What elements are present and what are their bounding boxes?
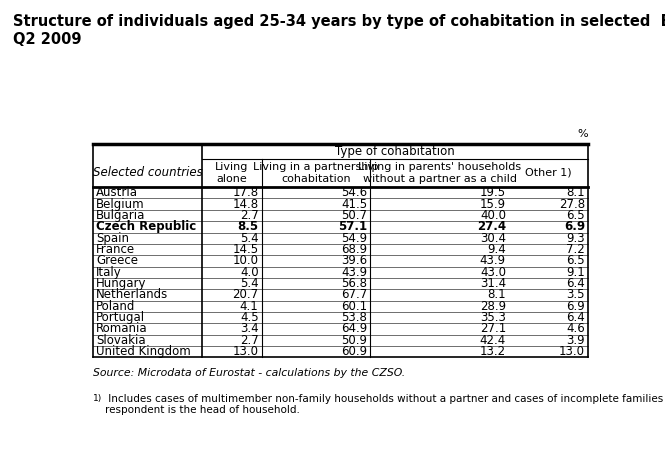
Text: 43.9: 43.9 xyxy=(341,266,367,279)
Text: Austria: Austria xyxy=(96,186,138,199)
Text: 8.5: 8.5 xyxy=(237,220,259,233)
Text: 54.6: 54.6 xyxy=(341,186,367,199)
Text: Greece: Greece xyxy=(96,254,138,267)
Text: Other 1): Other 1) xyxy=(525,168,572,178)
Text: 17.8: 17.8 xyxy=(233,186,259,199)
Text: 10.0: 10.0 xyxy=(233,254,259,267)
Text: 28.9: 28.9 xyxy=(480,300,506,313)
Text: 64.9: 64.9 xyxy=(341,323,367,335)
Text: 3.4: 3.4 xyxy=(240,323,259,335)
Text: 67.7: 67.7 xyxy=(341,289,367,301)
Text: 42.4: 42.4 xyxy=(479,334,506,347)
Text: 5.4: 5.4 xyxy=(240,232,259,245)
Text: 8.1: 8.1 xyxy=(567,186,585,199)
Text: 3.9: 3.9 xyxy=(567,334,585,347)
Text: 57.1: 57.1 xyxy=(338,220,367,233)
Text: 4.6: 4.6 xyxy=(567,323,585,335)
Text: Bulgaria: Bulgaria xyxy=(96,209,146,222)
Text: 13.0: 13.0 xyxy=(233,345,259,358)
Text: 6.4: 6.4 xyxy=(567,277,585,290)
Text: Selected countries: Selected countries xyxy=(93,166,203,179)
Text: 54.9: 54.9 xyxy=(341,232,367,245)
Text: 14.8: 14.8 xyxy=(233,198,259,210)
Text: 4.0: 4.0 xyxy=(240,266,259,279)
Text: 30.4: 30.4 xyxy=(480,232,506,245)
Text: Living in a partnership
cohabitation: Living in a partnership cohabitation xyxy=(253,162,379,184)
Text: 7.2: 7.2 xyxy=(567,243,585,256)
Text: Source: Microdata of Eurostat - calculations by the CZSO.: Source: Microdata of Eurostat - calculat… xyxy=(93,368,406,378)
Text: 2.7: 2.7 xyxy=(240,209,259,222)
Text: 60.1: 60.1 xyxy=(341,300,367,313)
Text: 19.5: 19.5 xyxy=(480,186,506,199)
Text: 39.6: 39.6 xyxy=(341,254,367,267)
Text: Spain: Spain xyxy=(96,232,129,245)
Text: 9.3: 9.3 xyxy=(567,232,585,245)
Text: 27.4: 27.4 xyxy=(477,220,506,233)
Text: 9.1: 9.1 xyxy=(567,266,585,279)
Text: 31.4: 31.4 xyxy=(480,277,506,290)
Text: 43.9: 43.9 xyxy=(480,254,506,267)
Text: 60.9: 60.9 xyxy=(341,345,367,358)
Text: Includes cases of multimember non-family households without a partner and cases : Includes cases of multimember non-family… xyxy=(105,394,665,415)
Text: Romania: Romania xyxy=(96,323,148,335)
Text: 56.8: 56.8 xyxy=(341,277,367,290)
Text: Poland: Poland xyxy=(96,300,136,313)
Text: Type of cohabitation: Type of cohabitation xyxy=(335,145,455,158)
Text: 4.5: 4.5 xyxy=(240,311,259,324)
Text: Portugal: Portugal xyxy=(96,311,145,324)
Text: 27.8: 27.8 xyxy=(559,198,585,210)
Text: 4.1: 4.1 xyxy=(240,300,259,313)
Text: Italy: Italy xyxy=(96,266,122,279)
Text: %: % xyxy=(578,129,589,139)
Text: Slovakia: Slovakia xyxy=(96,334,146,347)
Text: 50.7: 50.7 xyxy=(341,209,367,222)
Text: 41.5: 41.5 xyxy=(341,198,367,210)
Text: 6.4: 6.4 xyxy=(567,311,585,324)
Text: Belgium: Belgium xyxy=(96,198,144,210)
Text: 6.9: 6.9 xyxy=(567,300,585,313)
Text: 50.9: 50.9 xyxy=(341,334,367,347)
Text: France: France xyxy=(96,243,135,256)
Text: 53.8: 53.8 xyxy=(342,311,367,324)
Text: 20.7: 20.7 xyxy=(233,289,259,301)
Text: 3.5: 3.5 xyxy=(567,289,585,301)
Text: 15.9: 15.9 xyxy=(480,198,506,210)
Text: Netherlands: Netherlands xyxy=(96,289,168,301)
Text: 6.5: 6.5 xyxy=(567,254,585,267)
Text: 13.0: 13.0 xyxy=(559,345,585,358)
Text: 6.5: 6.5 xyxy=(567,209,585,222)
Text: 9.4: 9.4 xyxy=(487,243,506,256)
Text: Czech Republic: Czech Republic xyxy=(96,220,196,233)
Text: 2.7: 2.7 xyxy=(240,334,259,347)
Text: 35.3: 35.3 xyxy=(480,311,506,324)
Text: Hungary: Hungary xyxy=(96,277,146,290)
Text: 27.1: 27.1 xyxy=(479,323,506,335)
Text: Structure of individuals aged 25-34 years by type of cohabitation in selected  E: Structure of individuals aged 25-34 year… xyxy=(13,14,665,46)
Text: 14.5: 14.5 xyxy=(233,243,259,256)
Text: 13.2: 13.2 xyxy=(480,345,506,358)
Text: Living in parents' households
without a partner as a child: Living in parents' households without a … xyxy=(358,162,521,184)
Text: 40.0: 40.0 xyxy=(480,209,506,222)
Text: 8.1: 8.1 xyxy=(487,289,506,301)
Text: United Kingdom: United Kingdom xyxy=(96,345,191,358)
Text: 68.9: 68.9 xyxy=(341,243,367,256)
Text: 5.4: 5.4 xyxy=(240,277,259,290)
Text: 1): 1) xyxy=(93,394,102,403)
Text: Living
alone: Living alone xyxy=(215,162,249,184)
Text: 43.0: 43.0 xyxy=(480,266,506,279)
Text: 6.9: 6.9 xyxy=(564,220,585,233)
